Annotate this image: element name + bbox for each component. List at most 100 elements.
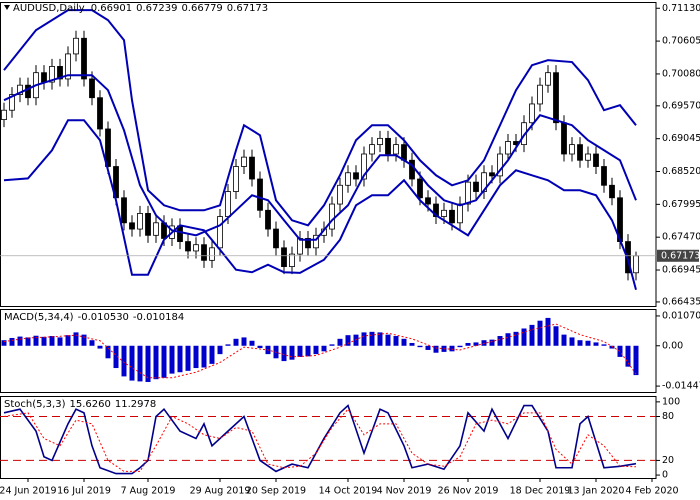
histogram-bar [81,334,87,346]
candle-body [185,241,191,252]
histogram-bar [513,331,519,346]
candle-body [489,172,495,177]
y-tick-label: 0.70080 [662,68,700,79]
histogram-bar [105,345,111,359]
histogram-bar [17,336,23,346]
candle-body [137,213,143,230]
candle-body [505,141,511,155]
histogram-bar [281,345,287,362]
last-price-label: 0.67173 [661,250,700,261]
candle-body [529,103,535,124]
histogram-bar [329,344,335,346]
candle-body [385,137,391,155]
y-tick-label: 0.66945 [662,265,700,276]
y-tick-label: 0.71130 [662,3,700,14]
candle-body [233,166,239,192]
series-line [3,9,637,227]
histogram-bar [449,345,455,352]
histogram-bar [185,345,191,371]
open-value: 0.66901 [91,3,132,14]
candle-body [201,244,207,261]
y-tick-label: 0 [662,470,668,481]
x-tick-label: 7 Aug 2019 [121,486,176,497]
panel-frame [0,309,657,393]
candle-body [633,255,639,274]
candle-body [89,78,95,99]
histogram-bar [169,345,175,374]
candle-body [561,122,567,155]
candle-body [57,66,63,80]
candle-body [585,153,591,161]
candle-body [449,209,455,224]
candle-body [425,197,431,205]
candle-body [209,247,215,261]
candle-body [601,166,607,186]
candle-body [417,178,423,199]
candle-body [217,216,223,249]
x-tick-label: 13 Jan 2020 [568,486,625,497]
symbol: AUDUSD,Daily [13,3,85,14]
candle-body [361,153,367,180]
histogram-bar [297,345,303,357]
histogram-bar [521,328,527,346]
histogram-bar [73,332,79,346]
panel-frame [0,396,657,479]
candle-body [313,234,319,249]
histogram-bar [569,337,575,346]
candle-body [273,228,279,249]
candle-body [553,72,559,124]
histogram-bar [601,344,607,346]
candle-body [609,184,615,199]
candle-body [281,247,287,267]
histogram-bar [305,345,311,357]
histogram-bar [553,326,559,346]
candle-body [465,181,471,205]
histogram-bar [225,344,231,346]
histogram-bar [313,345,319,355]
x-tick-label: 24 Jun 2019 [0,486,57,497]
x-tick-label: 14 Oct 2019 [319,486,378,497]
candle-body [377,137,383,146]
candle-body [457,203,463,224]
histogram-bar [137,345,143,382]
histogram-bar [505,333,511,346]
series-line [3,74,637,241]
symbol-icon [4,5,10,10]
candle-body [353,172,359,180]
histogram-bar [625,345,631,367]
histogram-bar [577,340,583,346]
stoch-signal-value: 11.2978 [115,399,156,410]
histogram-bar [97,345,103,349]
candle-body [65,53,71,80]
histogram-bar [401,338,407,346]
y-tick-label: 0.70605 [662,36,700,47]
histogram-bar [345,335,351,346]
candle-body [249,156,255,180]
histogram-bar [593,342,599,346]
candle-body [49,66,55,83]
price-header: AUDUSD,Daily 0.66901 0.67239 0.66779 0.67173 [13,3,268,14]
candle-body [537,84,543,105]
candle-body [577,144,583,161]
histogram-bar [161,345,167,378]
histogram-bar [561,334,567,346]
candle-body [289,253,295,267]
y-tick-label: 0.69045 [662,133,700,144]
candle-body [153,222,159,236]
histogram-bar [49,336,55,346]
histogram-bar [433,345,439,353]
candle-body [569,144,575,155]
histogram-bar [425,345,431,350]
candle-body [265,209,271,230]
histogram-bar [209,345,215,364]
histogram-bar [481,340,487,346]
histogram-bar [33,335,39,346]
x-tick-label: 4 Nov 2019 [377,486,432,497]
candle-body [433,203,439,217]
histogram-bar [497,336,503,346]
candle-body [241,156,247,167]
candle-body [17,84,23,95]
candle-body [145,213,151,236]
y-tick-label: 0.69570 [662,100,700,111]
